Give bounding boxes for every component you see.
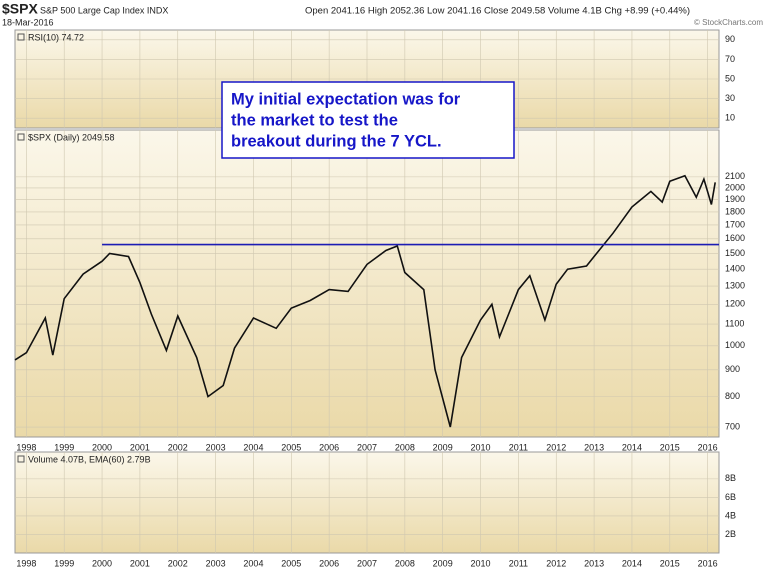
- x-tick-label: 2000: [92, 558, 112, 568]
- x-tick-label: 2001: [130, 558, 150, 568]
- x-tick-label: 2009: [433, 558, 453, 568]
- x-tick-label: 2004: [243, 442, 263, 452]
- y-tick-label: 700: [725, 421, 740, 431]
- x-tick-label: 1999: [54, 558, 74, 568]
- y-tick-label: 6B: [725, 492, 736, 502]
- x-tick-label: 2007: [357, 442, 377, 452]
- x-tick-label: 2000: [92, 442, 112, 452]
- y-tick-label: 90: [725, 34, 735, 44]
- y-tick-label: 8B: [725, 473, 736, 483]
- y-tick-label: 1200: [725, 299, 745, 309]
- y-tick-label: 1800: [725, 206, 745, 216]
- y-tick-label: 1000: [725, 340, 745, 350]
- x-tick-label: 1998: [16, 558, 36, 568]
- y-tick-label: 70: [725, 54, 735, 64]
- y-tick-label: 10: [725, 113, 735, 123]
- x-tick-label: 2008: [395, 558, 415, 568]
- label-icon: [17, 455, 25, 463]
- x-tick-label: 2015: [660, 442, 680, 452]
- x-tick-label: 2016: [698, 558, 718, 568]
- x-tick-label: 2011: [509, 442, 528, 452]
- y-tick-label: 800: [725, 391, 740, 401]
- x-tick-label: 2002: [168, 442, 188, 452]
- date: 18-Mar-2016: [2, 17, 54, 27]
- y-tick-label: 1500: [725, 248, 745, 258]
- x-tick-label: 2014: [622, 558, 642, 568]
- y-tick-label: 4B: [725, 510, 736, 520]
- x-tick-label: 2004: [243, 558, 263, 568]
- x-tick-label: 2013: [584, 442, 604, 452]
- label-icon: [17, 133, 25, 141]
- x-tick-label: 2003: [206, 558, 226, 568]
- panel-label: $SPX (Daily) 2049.58: [28, 132, 115, 142]
- x-tick-label: 2007: [357, 558, 377, 568]
- annotation-text: My initial expectation was for: [231, 90, 461, 108]
- annotation-text: the market to test the: [231, 111, 398, 129]
- y-tick-label: 1300: [725, 280, 745, 290]
- x-tick-label: 2016: [698, 442, 718, 452]
- y-tick-label: 1400: [725, 264, 745, 274]
- x-tick-label: 2012: [546, 558, 566, 568]
- x-tick-label: 2001: [130, 442, 150, 452]
- y-tick-label: 30: [725, 93, 735, 103]
- x-tick-label: 2006: [319, 442, 339, 452]
- x-tick-label: 2011: [509, 558, 528, 568]
- y-tick-label: 1600: [725, 233, 745, 243]
- panel-label: Volume 4.07B, EMA(60) 2.79B: [28, 454, 151, 464]
- y-tick-label: 2000: [725, 182, 745, 192]
- x-tick-label: 2003: [206, 442, 226, 452]
- y-tick-label: 1900: [725, 194, 745, 204]
- x-tick-label: 1998: [16, 442, 36, 452]
- panel-label: RSI(10) 74.72: [28, 32, 84, 42]
- x-tick-label: 2002: [168, 558, 188, 568]
- y-tick-label: 1100: [725, 318, 744, 328]
- y-tick-label: 50: [725, 73, 735, 83]
- index-name: S&P 500 Large Cap Index INDX: [40, 5, 168, 15]
- annotation-text: breakout during the 7 YCL.: [231, 132, 442, 150]
- x-tick-label: 2006: [319, 558, 339, 568]
- x-tick-label: 2012: [546, 442, 566, 452]
- x-tick-label: 2010: [471, 442, 491, 452]
- y-tick-label: 2100: [725, 171, 745, 181]
- quote: Open 2041.16 High 2052.36 Low 2041.16 Cl…: [305, 6, 690, 17]
- y-tick-label: 900: [725, 364, 740, 374]
- x-tick-label: 2010: [471, 558, 491, 568]
- x-tick-label: 1999: [54, 442, 74, 452]
- x-tick-label: 2009: [433, 442, 453, 452]
- x-tick-label: 2008: [395, 442, 415, 452]
- x-tick-label: 2015: [660, 558, 680, 568]
- label-icon: [17, 33, 25, 41]
- x-tick-label: 2014: [622, 442, 642, 452]
- y-tick-label: 2B: [725, 529, 736, 539]
- x-tick-label: 2005: [281, 558, 301, 568]
- annotation-box: [221, 81, 515, 159]
- credit: © StockCharts.com: [694, 18, 763, 27]
- symbol: $SPX: [2, 1, 38, 17]
- x-tick-label: 2013: [584, 558, 604, 568]
- price-line: [14, 174, 716, 428]
- x-tick-label: 2005: [281, 442, 301, 452]
- y-tick-label: 1700: [725, 219, 745, 229]
